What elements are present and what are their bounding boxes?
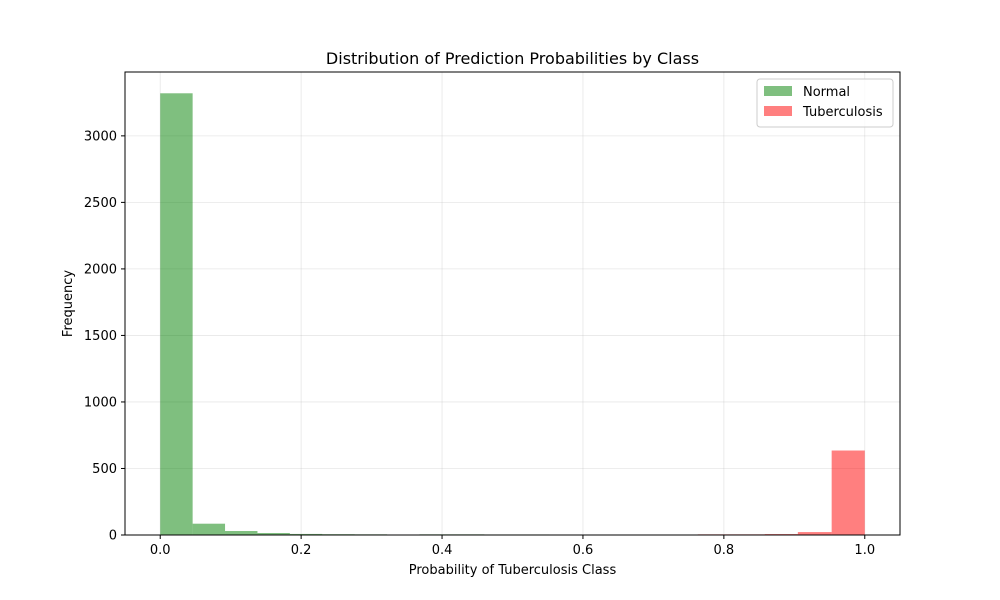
legend-swatch-tuberculosis (764, 106, 792, 116)
x-tick-label: 1.0 (854, 543, 875, 558)
x-tick-label: 0.4 (432, 543, 453, 558)
y-tick-label: 3000 (84, 129, 117, 144)
y-tick-label: 1000 (84, 395, 117, 410)
y-tick-label: 2000 (84, 262, 117, 277)
x-tick-label: 0.6 (573, 543, 594, 558)
legend: Normal Tuberculosis (756, 78, 894, 128)
bar-normal (225, 531, 258, 535)
plot-area (125, 72, 900, 535)
bar-tuberculosis (831, 450, 865, 535)
bar-tuberculosis (797, 532, 832, 535)
legend-swatch-normal (764, 86, 792, 96)
y-axis-label: Frequency (61, 270, 76, 337)
y-tick-label: 1500 (84, 329, 117, 344)
bar-normal (289, 533, 323, 535)
bar-normal (160, 93, 193, 535)
y-tick-label: 2500 (84, 196, 117, 211)
x-tick-label: 0.0 (150, 543, 171, 558)
bar-normal (257, 533, 290, 535)
legend-label-tuberculosis: Tuberculosis (802, 105, 883, 120)
axis-ticks: 0.0 0.2 0.4 0.6 0.8 1.0 0 500 1000 1500 2000 2500 30… (84, 129, 875, 558)
y-tick-label: 500 (92, 462, 117, 477)
x-axis-label: Probability of Tuberculosis Class (409, 563, 617, 578)
bar-normal (192, 523, 226, 535)
x-tick-label: 0.8 (714, 543, 735, 558)
plot-frame (124, 71, 901, 536)
x-tick-label: 0.2 (291, 543, 312, 558)
legend-label-normal: Normal (803, 85, 850, 100)
y-tick-label: 0 (109, 529, 117, 544)
chart-title: Distribution of Prediction Probabilities… (326, 49, 699, 68)
